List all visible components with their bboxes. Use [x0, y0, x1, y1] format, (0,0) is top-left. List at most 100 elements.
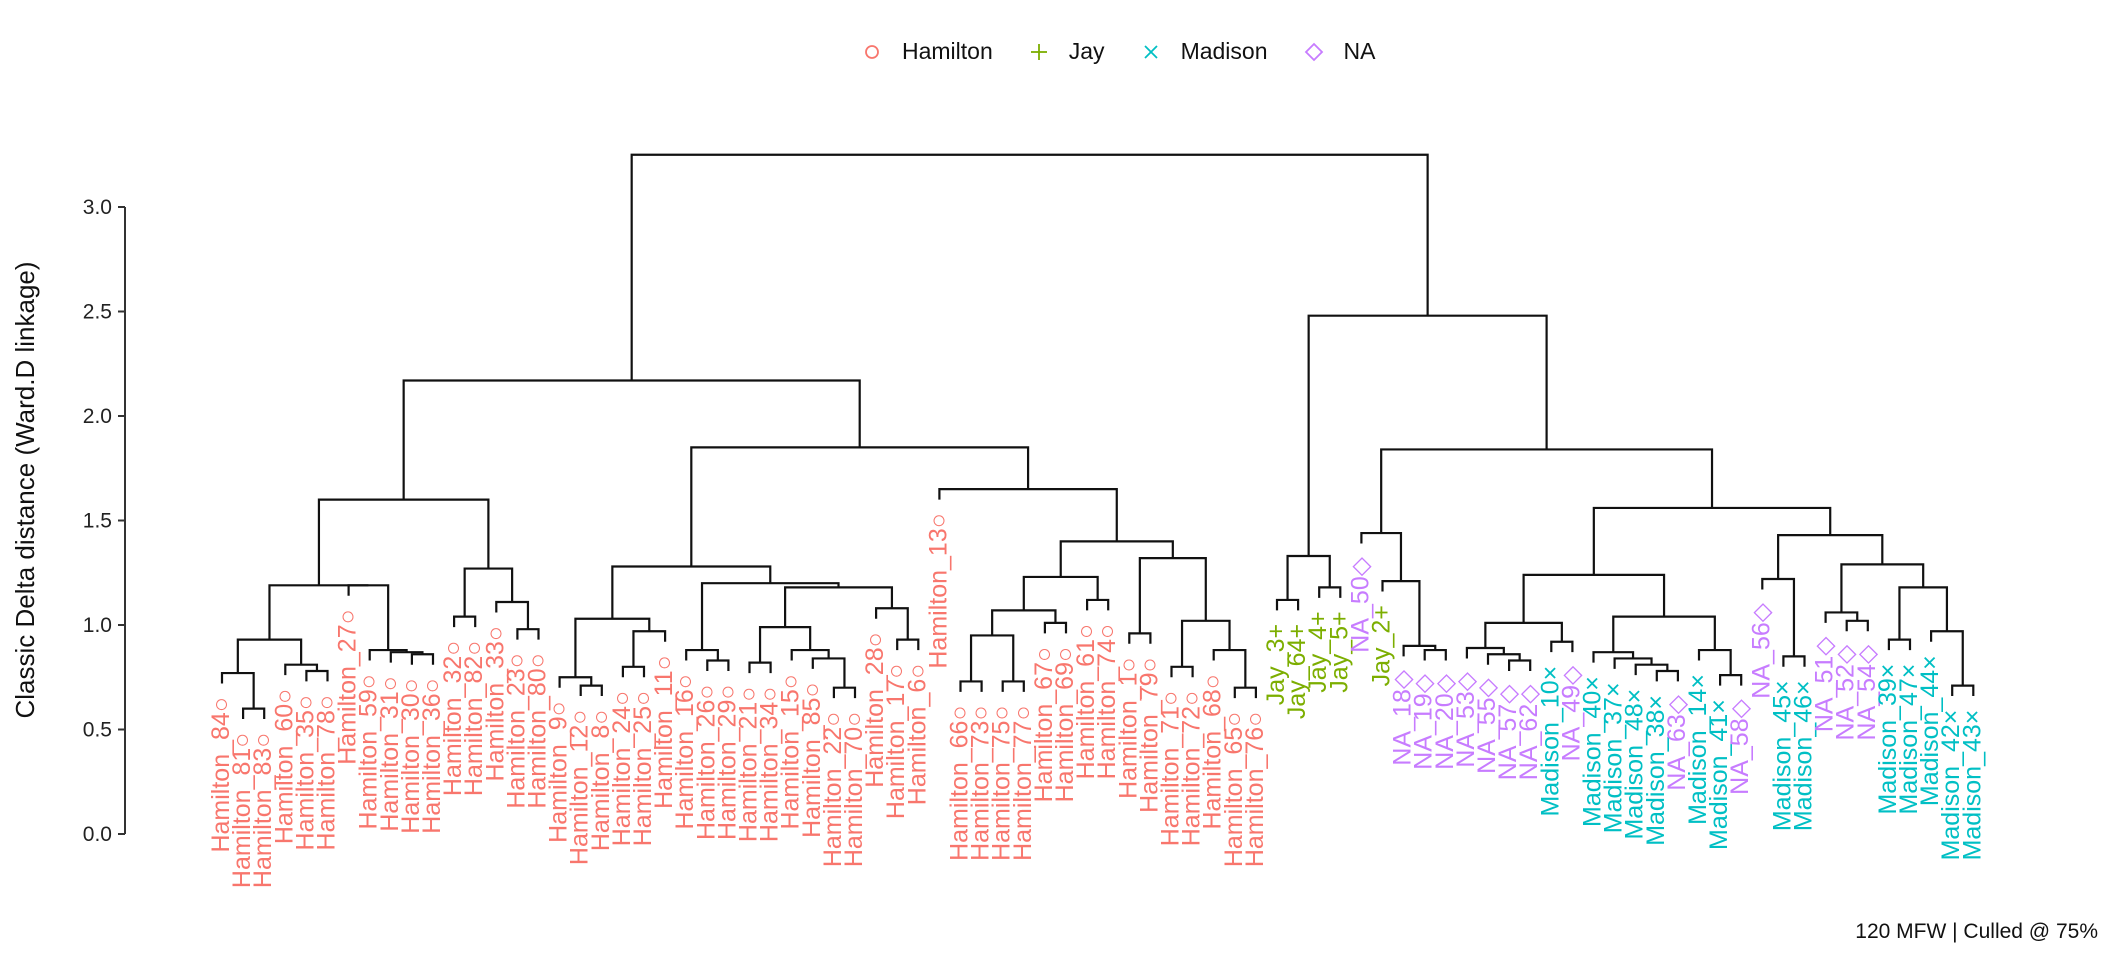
leaf-label: Madison_38×	[1642, 695, 1670, 846]
leaf-label: Madison_40×	[1579, 676, 1607, 827]
dendrogram-branch	[1951, 684, 1975, 697]
leaf-label: Hamilton_68○	[1199, 674, 1227, 829]
dendrogram-branch	[268, 584, 369, 640]
dendrogram-branch	[1550, 640, 1574, 653]
leaf-label: Hamilton_29○	[713, 685, 741, 840]
y-tick-label: 1.0	[83, 614, 112, 637]
leaf-label: Hamilton_76○	[1241, 712, 1269, 867]
dendrogram-branch	[1318, 586, 1342, 598]
dendrogram-branch	[574, 617, 651, 678]
leaf-label: Hamilton_35○	[291, 695, 319, 850]
leaf-label: Hamilton_83○	[249, 733, 277, 888]
dendrogram-branches	[220, 153, 1975, 720]
legend-item-madison: Madison	[1139, 38, 1268, 65]
dendrogram-branch	[1233, 686, 1257, 699]
leaf-label: Madison_44×	[1916, 655, 1944, 806]
leaf-label: Hamilton_27○	[334, 609, 362, 764]
dendrogram-branch	[1307, 314, 1548, 557]
dendrogram-branch	[621, 665, 646, 678]
dendrogram-branch	[402, 379, 861, 500]
leaf-label: Hamilton_65○	[1220, 712, 1248, 867]
dendrogram-branch	[1170, 665, 1194, 678]
leaf-label: Hamilton_85○	[798, 682, 826, 837]
leaf-label: Hamilton_30○	[397, 678, 425, 833]
leaf-label: Hamilton_16○	[671, 674, 699, 829]
leaf-label: NA_56◇	[1747, 602, 1775, 698]
leaf-label: Hamilton_67○	[1030, 647, 1058, 802]
leaf-label: NA_50◇	[1346, 556, 1374, 652]
leaf-label: Hamilton_84○	[207, 697, 235, 852]
leaf-label: Hamilton_77○	[1009, 705, 1037, 860]
leaf-label: Hamilton_79○	[1135, 657, 1163, 812]
leaf-label: NA_20◇	[1431, 673, 1459, 769]
leaf-label: Madison_41×	[1705, 699, 1733, 850]
dendrogram-branch	[685, 648, 719, 661]
dendrogram-branch	[242, 707, 266, 720]
leaf-label: Hamilton_17○	[882, 664, 910, 819]
legend: Hamilton Jay Madison NA	[860, 38, 1375, 65]
y-tick-label: 2.5	[83, 301, 112, 324]
leaf-label: Madison_42×	[1937, 710, 1965, 861]
leaf-label: Jay_3+	[1262, 624, 1290, 705]
leaf-label: NA_18◇	[1389, 669, 1417, 765]
leaf-label: Hamilton_78○	[313, 695, 341, 850]
dendrogram-branch	[1086, 598, 1110, 611]
leaf-label: Hamilton_61○	[1072, 624, 1100, 779]
dendrogram-branch	[630, 153, 1429, 381]
dendrogram-branch	[700, 582, 840, 651]
leaf-labels: Hamilton_84○Hamilton_81○Hamilton_83○Hami…	[207, 513, 1986, 888]
dendrogram-branch	[1782, 655, 1806, 667]
leaf-label: Hamilton_60○	[270, 689, 298, 844]
leaf-label: Hamilton_25○	[629, 691, 657, 846]
y-axis-title: Classic Delta distance (Ward.D linkage)	[10, 261, 40, 718]
leaf-label: Hamilton_33○	[481, 626, 509, 781]
dendrogram-branch	[832, 686, 857, 699]
leaf-label: Madison_10×	[1536, 666, 1564, 817]
dendrogram-branch	[305, 669, 329, 682]
dendrogram-branch	[959, 680, 983, 692]
dendrogram-branch	[1001, 680, 1025, 692]
leaf-label: Jay_4+	[1304, 611, 1332, 692]
leaf-label: Hamilton_26○	[692, 685, 720, 840]
dendrogram-branch	[236, 638, 303, 674]
leaf-label: Hamilton_82○	[460, 641, 488, 796]
y-tick-label: 0.5	[83, 719, 112, 742]
dendrogram-branch	[1845, 619, 1869, 632]
y-tick-label: 2.0	[83, 405, 112, 428]
dendrogram-branch	[748, 661, 772, 674]
leaf-label: Hamilton_70○	[840, 712, 868, 867]
dendrogram-branch	[690, 446, 1030, 567]
dendrogram-branch	[1592, 506, 1832, 575]
dendrogram-branch	[969, 634, 1015, 682]
leaf-label: NA_53◇	[1452, 671, 1480, 767]
leaf-label: Hamilton_22○	[819, 712, 847, 867]
leaf-label: NA_62◇	[1515, 684, 1543, 780]
leaf-label: NA_63◇	[1663, 694, 1691, 790]
dendrogram-branch	[896, 638, 920, 651]
dendrogram-branch	[463, 567, 514, 617]
dendrogram-branch	[758, 625, 812, 663]
plus-icon	[1030, 43, 1047, 60]
dendrogram-branch	[1887, 638, 1912, 651]
dendrogram-branch	[938, 488, 1118, 542]
leaf-label: Madison_45×	[1768, 680, 1796, 831]
leaf-label: NA_52◇	[1832, 644, 1860, 740]
leaf-label: Hamilton_72○	[1178, 691, 1206, 846]
leaf-label: Hamilton_81○	[228, 733, 256, 888]
leaf-label: Hamilton_74○	[1093, 624, 1121, 779]
leaf-label: Madison_48×	[1621, 689, 1649, 840]
leaf-label: Hamilton_28○	[861, 632, 889, 787]
leaf-label: Hamilton_71○	[1157, 691, 1185, 846]
leaf-label: Hamilton_9○	[545, 701, 573, 843]
y-tick-label: 3.0	[83, 196, 112, 219]
y-axis: 0.0 0.5 1.0 1.5 2.0 2.5 3.0	[83, 196, 126, 846]
dendrogram-branch	[516, 628, 540, 640]
leaf-label: Hamilton_36○	[418, 678, 446, 833]
leaf-label: Hamilton_12○	[566, 710, 594, 865]
leaf-label: Hamilton_15○	[777, 674, 805, 829]
dendrogram-branch	[410, 653, 435, 665]
dendrogram-branch	[1138, 557, 1207, 634]
dendrogram-branch	[1655, 669, 1679, 682]
y-tick-label: 0.0	[83, 823, 112, 846]
leaf-label: NA_51◇	[1811, 636, 1839, 732]
